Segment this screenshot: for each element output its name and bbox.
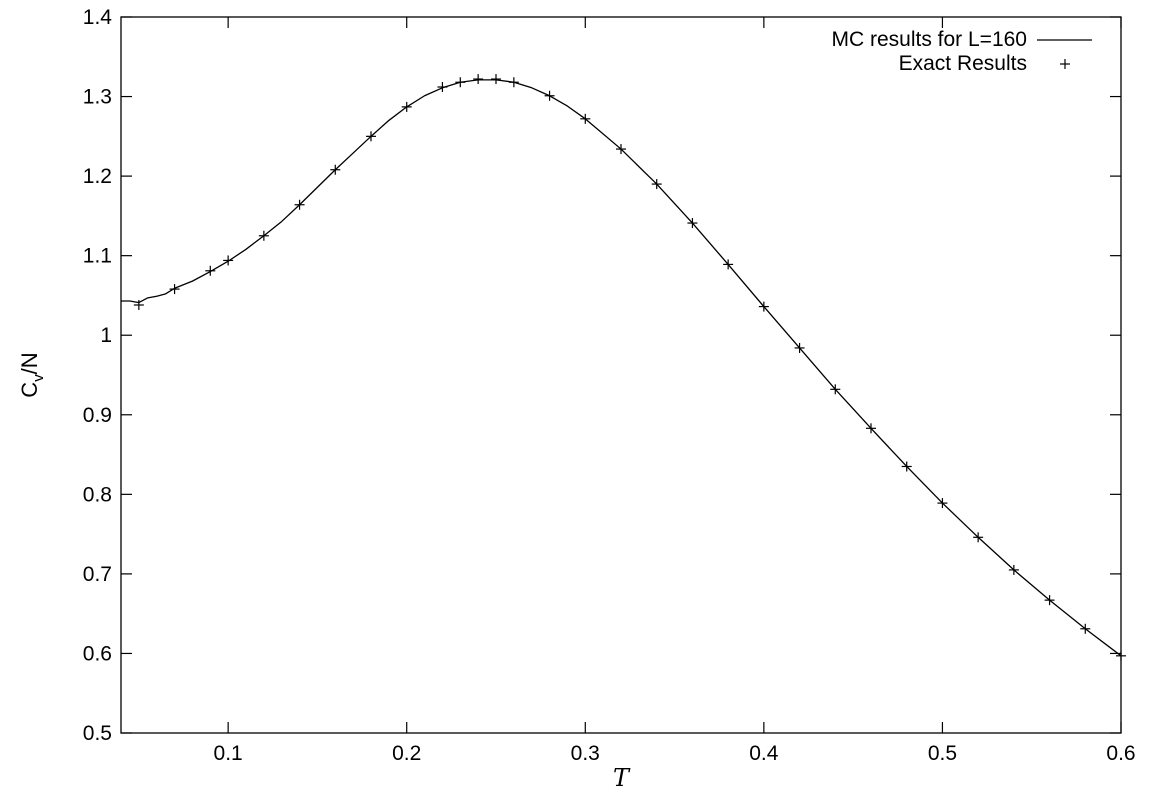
exact-result-point <box>437 82 448 93</box>
legend-plus-marker <box>1060 59 1070 69</box>
exact-result-point <box>580 113 591 124</box>
exact-result-point <box>133 299 144 310</box>
legend: MC results for L=160 Exact Results <box>831 28 1092 75</box>
exact-result-point <box>687 218 698 229</box>
exact-result-point <box>723 259 734 270</box>
y-tick-label: 0.6 <box>83 642 112 665</box>
y-tick-label: 0.8 <box>83 483 112 506</box>
x-tick-label: 0.5 <box>928 742 957 765</box>
mc-results-line <box>121 79 1122 657</box>
y-tick-label: 1 <box>100 324 112 347</box>
exact-result-point <box>830 384 841 395</box>
x-axis-title: T <box>613 764 631 792</box>
exact-result-point <box>330 164 341 175</box>
exact-result-point <box>901 461 912 472</box>
x-tick-label: 0.1 <box>214 742 243 765</box>
legend-label-exact: Exact Results <box>899 52 1027 75</box>
exact-result-point <box>169 284 180 295</box>
exact-result-point <box>455 77 466 88</box>
y-axis-title-rest: /N <box>17 352 42 374</box>
legend-label-mc: MC results for L=160 <box>831 28 1027 51</box>
exact-result-point <box>1044 595 1055 606</box>
exact-result-point <box>794 342 805 353</box>
y-tick-label: 1.2 <box>83 165 112 188</box>
exact-result-point <box>973 532 984 543</box>
series-layer <box>121 74 1126 661</box>
exact-result-point <box>223 255 234 266</box>
exact-result-point <box>758 301 769 312</box>
y-tick-label: 0.7 <box>83 563 112 586</box>
exact-result-point <box>616 144 626 155</box>
exact-result-point <box>508 77 519 88</box>
exact-result-point <box>1080 623 1091 634</box>
exact-result-point <box>651 179 662 190</box>
exact-result-point <box>491 74 501 85</box>
exact-result-point <box>473 74 484 85</box>
exact-result-point <box>1008 564 1019 575</box>
axis-ticks <box>121 16 1122 734</box>
exact-result-point <box>401 101 412 112</box>
y-axis-title-subscript: v <box>30 374 47 382</box>
y-tick-label: 1.3 <box>83 86 112 109</box>
axis-tick-labels: 0.5 0.6 0.7 0.8 0.9 1 1.1 1.2 1.3 1.4 0.1 0.2 0.3 0.4… <box>83 6 1136 765</box>
exact-result-point <box>1116 650 1126 661</box>
x-tick-label: 0.2 <box>392 742 421 765</box>
exact-result-point <box>294 199 305 210</box>
exact-result-point <box>937 498 948 509</box>
y-axis-title: Cv/N <box>17 352 47 397</box>
y-tick-label: 0.9 <box>83 404 112 427</box>
y-axis-title-main: C <box>17 382 42 398</box>
y-tick-label: 0.5 <box>83 722 112 745</box>
x-tick-label: 0.6 <box>1106 742 1135 765</box>
exact-result-point <box>544 90 555 101</box>
x-tick-label: 0.3 <box>571 742 600 765</box>
plot-frame <box>120 16 1122 734</box>
x-tick-label: 0.4 <box>749 742 779 765</box>
exact-result-point <box>866 423 876 434</box>
y-tick-label: 1.4 <box>83 6 113 29</box>
exact-result-point <box>258 230 269 241</box>
exact-result-point <box>366 131 376 142</box>
y-tick-label: 1.1 <box>83 245 112 268</box>
exact-result-point <box>205 265 216 276</box>
